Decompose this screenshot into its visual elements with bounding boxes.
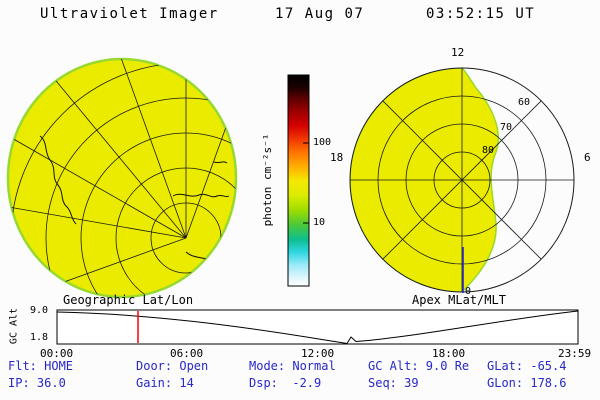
gc-alt-axis-label: GC Alt — [8, 307, 20, 345]
header-time: 03:52:15 UT — [426, 6, 536, 22]
status-gain: Gain: 14 — [136, 376, 194, 390]
gc-alt-strip-chart — [56, 309, 579, 345]
uv-earth-disk — [6, 57, 238, 299]
gc-alt-tick-low: 1.8 — [30, 332, 49, 343]
time-tick-1800: 18:00 — [432, 347, 466, 360]
geographic-image-panel — [6, 57, 238, 299]
time-tick-0000: 00:00 — [40, 347, 74, 360]
status-ip: IP: 36.0 — [8, 376, 66, 390]
mlt-label-0: 0 — [465, 286, 472, 297]
strip-chart-frame — [56, 309, 579, 345]
time-tick-1200: 12:00 — [301, 347, 335, 360]
colorbar-tick-10: 10 — [313, 217, 326, 228]
status-dsp: Dsp: -2.9 — [249, 376, 322, 390]
status-gc-alt: GC Alt: 9.0 Re — [368, 359, 470, 373]
mlt-label-6: 6 — [584, 151, 591, 164]
header-date: 17 Aug 07 — [275, 6, 365, 22]
gc-alt-curve — [56, 310, 579, 345]
status-seq: Seq: 39 — [368, 376, 419, 390]
colorbar-tick-100: 100 — [313, 137, 332, 148]
apex-panel-caption: Apex MLat/MLT — [412, 293, 506, 307]
time-tick-2359: 23:59 — [558, 347, 592, 360]
mlat-ring-label-80: 80 — [482, 145, 495, 156]
status-glon: GLon: 178.6 — [487, 376, 567, 390]
status-door: Door: Open — [136, 359, 209, 373]
apex-dial-panel — [349, 67, 575, 293]
mlt-label-12: 12 — [451, 46, 465, 59]
mlat-ring-label-70: 70 — [500, 122, 513, 133]
geo-panel-caption: Geographic Lat/Lon — [63, 293, 194, 307]
status-glat: GLat: -65.4 — [487, 359, 567, 373]
gc-alt-tick-high: 9.0 — [30, 305, 49, 316]
colorbar — [287, 74, 310, 287]
app-title: Ultraviolet Imager — [40, 6, 219, 22]
colorbar-gradient — [287, 74, 310, 287]
status-mode: Mode: Normal — [249, 359, 336, 373]
status-flight: Flt: HOME — [8, 359, 74, 373]
apex-polar-grid — [349, 67, 575, 293]
time-tick-0600: 06:00 — [170, 347, 204, 360]
mlat-ring-label-60: 60 — [518, 97, 531, 108]
colorbar-unit-label: photon cm⁻²s⁻¹ — [260, 133, 274, 227]
mlt-label-18: 18 — [330, 151, 344, 164]
